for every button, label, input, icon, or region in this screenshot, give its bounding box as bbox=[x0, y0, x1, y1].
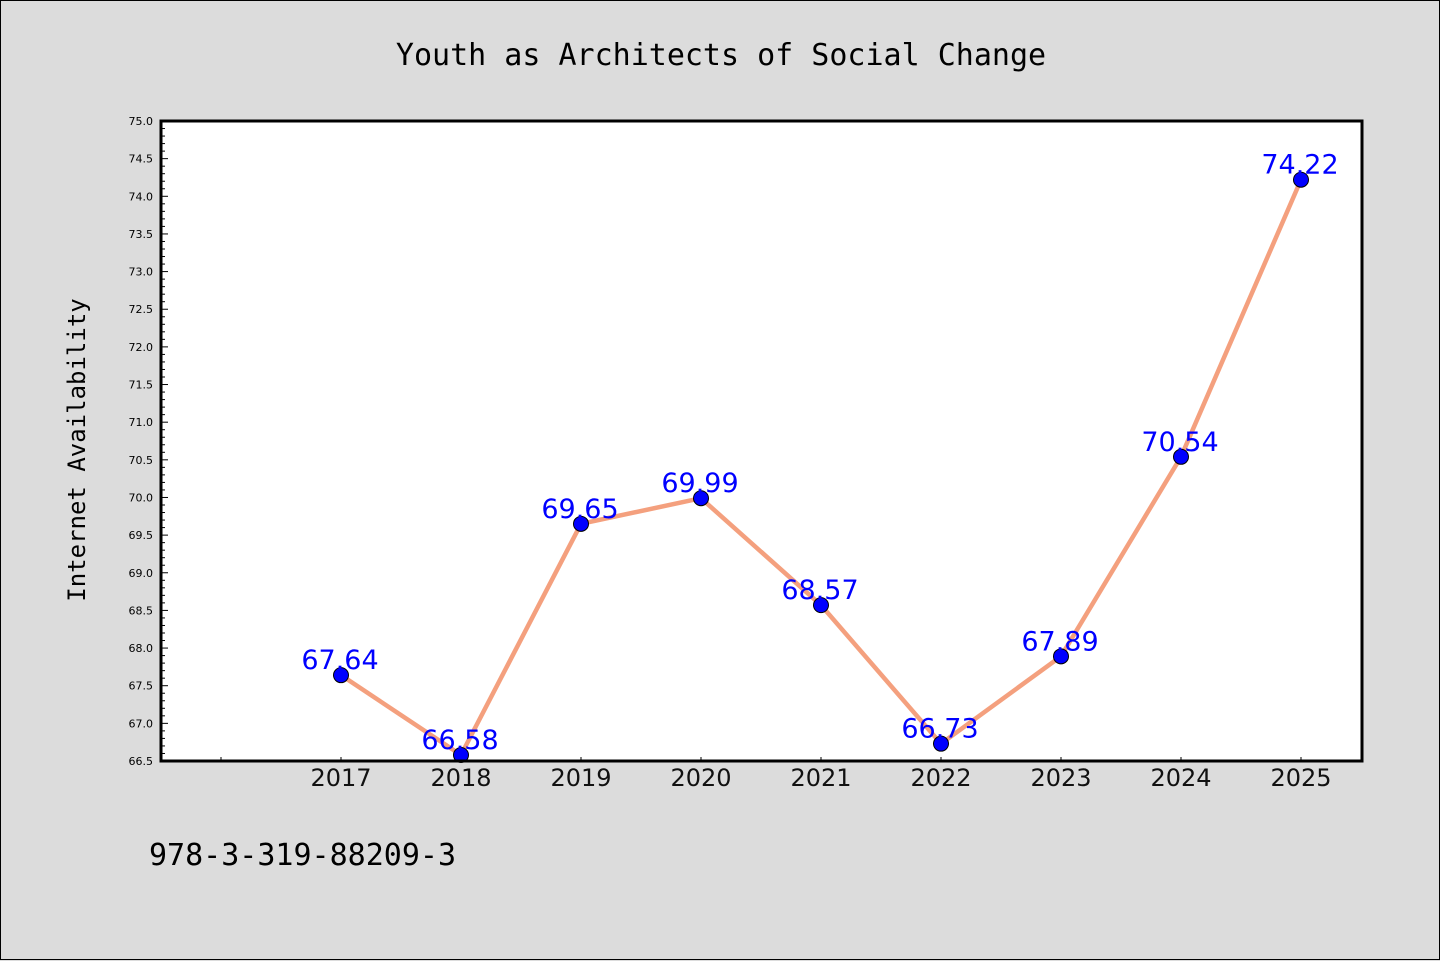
chart-title: Youth as Architects of Social Change bbox=[396, 38, 1046, 73]
data-point bbox=[1293, 171, 1309, 188]
y-tick-label: 69.5 bbox=[129, 529, 154, 542]
x-tick-label: 2017 bbox=[310, 764, 371, 792]
x-tick-label: 2020 bbox=[670, 764, 731, 792]
x-tick-label: 2023 bbox=[1030, 764, 1091, 792]
y-tick-label: 73.0 bbox=[129, 266, 154, 279]
plot-frame bbox=[159, 119, 1364, 763]
data-label: 67.64 bbox=[301, 645, 378, 676]
y-tick-label: 72.0 bbox=[129, 341, 154, 354]
data-label: 70.54 bbox=[1141, 427, 1218, 458]
data-label: 68.57 bbox=[781, 575, 858, 606]
y-tick-label: 70.0 bbox=[129, 491, 154, 504]
data-label: 74.22 bbox=[1261, 150, 1338, 181]
y-tick-label: 74.0 bbox=[129, 190, 154, 203]
y-tick-label: 75.0 bbox=[129, 115, 154, 128]
data-point bbox=[813, 597, 829, 614]
series-layer: 67.64 66.58 69.65 69.99 68.57 66.73 67.89 70.54… bbox=[301, 150, 1339, 763]
data-point bbox=[333, 667, 349, 684]
x-tick-label: 2018 bbox=[430, 764, 491, 792]
isbn-text: 978-3-319-88209-3 bbox=[149, 838, 456, 873]
data-point bbox=[933, 735, 949, 752]
y-tick-label: 71.0 bbox=[129, 416, 154, 429]
x-tick-label: 2019 bbox=[550, 764, 611, 792]
y-tick-label: 72.5 bbox=[129, 303, 154, 316]
data-point bbox=[573, 515, 589, 532]
plot-area bbox=[161, 121, 1362, 761]
data-label: 69.65 bbox=[541, 494, 618, 525]
y-tick-labels: 66.5 67.0 67.5 68.0 68.5 69.0 69.5 70.0 70.5 71.0… bbox=[129, 115, 154, 768]
y-tick-label: 68.5 bbox=[129, 604, 154, 617]
data-point bbox=[693, 490, 709, 507]
y-tick-label: 66.5 bbox=[129, 755, 154, 768]
x-tick-label: 2024 bbox=[1150, 764, 1211, 792]
x-tick-label: 2021 bbox=[790, 764, 851, 792]
x-tick-label: 2022 bbox=[910, 764, 971, 792]
y-tick-label: 70.5 bbox=[129, 454, 154, 467]
data-label: 66.73 bbox=[901, 714, 978, 745]
data-label: 69.99 bbox=[661, 468, 738, 499]
data-label: 66.58 bbox=[421, 725, 498, 756]
y-tick-label: 74.5 bbox=[129, 153, 154, 166]
data-point bbox=[1173, 448, 1189, 465]
y-tick-label: 67.0 bbox=[129, 717, 154, 730]
x-tick-labels: 2017 2018 2019 2020 2021 2022 2023 2024 2025 bbox=[310, 764, 1331, 792]
y-axis-label: Internet Availability bbox=[63, 298, 91, 601]
y-tick-label: 69.0 bbox=[129, 567, 154, 580]
y-tick-label: 68.0 bbox=[129, 642, 154, 655]
x-tick-label: 2025 bbox=[1270, 764, 1331, 792]
data-label: 67.89 bbox=[1021, 626, 1098, 657]
y-tick-label: 73.5 bbox=[129, 228, 154, 241]
data-point bbox=[1053, 648, 1069, 665]
y-tick-label: 71.5 bbox=[129, 379, 154, 392]
y-tick-label: 67.5 bbox=[129, 680, 154, 693]
